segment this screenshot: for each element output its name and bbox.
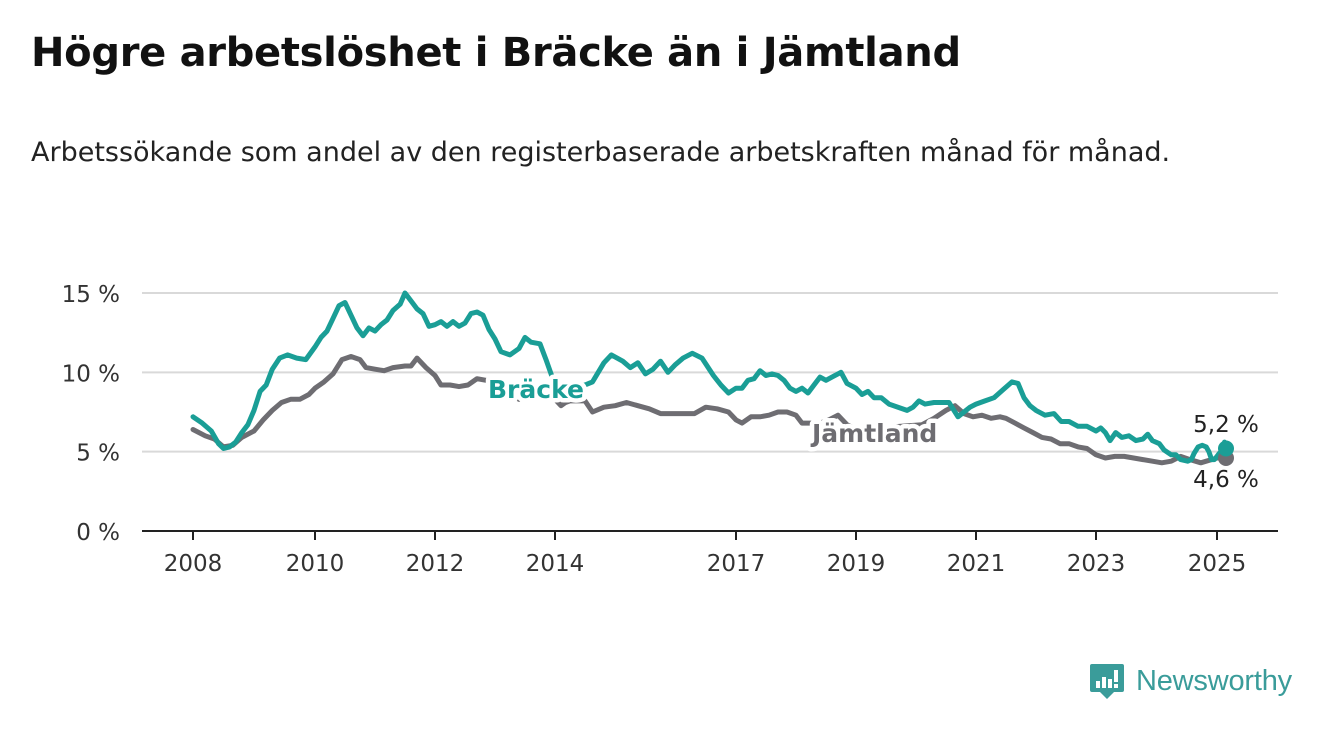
x-tick-label: 2023 [1067,551,1126,577]
newsworthy-logo-icon [1090,664,1124,699]
series-label-bracke-halo: Bräcke [488,375,584,404]
end-point-bracke [1218,440,1234,457]
series-label-bracke: Bräcke [488,375,584,404]
newsworthy-logo[interactable]: Newsworthy [1088,658,1292,704]
y-tick-label: 10 % [62,361,120,387]
y-tick-label: 0 % [76,520,120,546]
y-tick-label: 5 % [76,441,120,467]
end-label-bracke: 5,2 % [1193,412,1259,438]
series-label-jamtland-halo: Jämtland [810,419,937,448]
y-axis-labels: 0 % 5 % 10 % 15 % [62,282,120,546]
series-lines [190,290,1229,466]
chart-subtitle: Arbetssökande som andel av den registerb… [31,137,1171,168]
x-tick-label: 2025 [1188,551,1247,577]
x-tick-label: 2012 [406,551,465,577]
end-label-jamtland: 4,6 % [1193,467,1259,493]
y-tick-label: 15 % [62,282,120,308]
x-tick-label: 2008 [164,551,223,577]
chart-title: Högre arbetslöshet i Bräcke än i Jämtlan… [31,30,961,76]
series-line-bracke [190,290,1229,464]
x-tick-label: 2010 [286,551,345,577]
brand-name: Newsworthy [1136,664,1292,697]
x-tick-label: 2017 [707,551,766,577]
series-label-jamtland: Jämtland [810,419,937,448]
x-axis: 2008 2010 2012 2014 2017 2019 2021 2023 2025 [142,530,1278,577]
x-tick-label: 2014 [526,551,585,577]
series-line-jamtland [190,354,1229,466]
x-tick-label: 2019 [827,551,886,577]
x-tick-label: 2021 [947,551,1006,577]
